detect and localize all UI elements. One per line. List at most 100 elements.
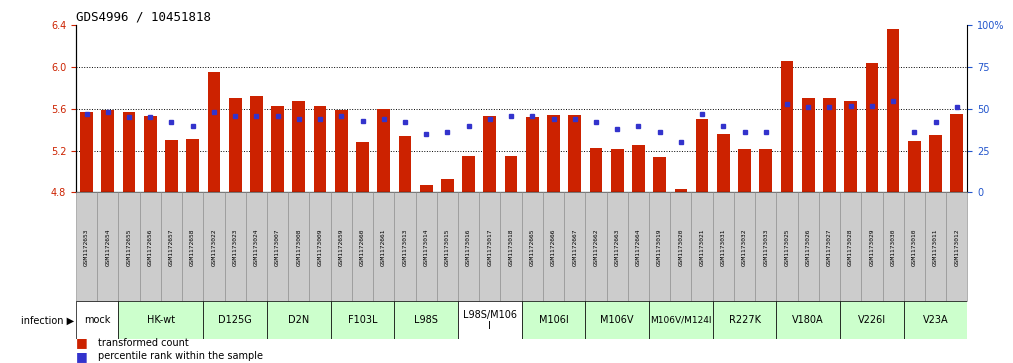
Text: F103L: F103L xyxy=(347,315,377,325)
Text: GSM1173029: GSM1173029 xyxy=(869,228,874,266)
Text: GSM1173030: GSM1173030 xyxy=(890,228,895,266)
Bar xyxy=(781,61,793,192)
Bar xyxy=(437,192,458,301)
Bar xyxy=(649,192,671,301)
Bar xyxy=(776,192,797,301)
Bar xyxy=(330,301,394,339)
Text: GSM1172658: GSM1172658 xyxy=(190,228,196,266)
Text: GSM1172654: GSM1172654 xyxy=(105,228,110,266)
Text: GSM1173011: GSM1173011 xyxy=(933,228,938,266)
Text: GSM1173015: GSM1173015 xyxy=(445,228,450,266)
Text: M106V/M124I: M106V/M124I xyxy=(650,316,711,325)
Bar xyxy=(547,115,560,192)
Bar xyxy=(289,192,309,301)
Text: GSM1173018: GSM1173018 xyxy=(509,228,514,266)
Text: GSM1172664: GSM1172664 xyxy=(636,228,641,266)
Bar xyxy=(458,192,479,301)
Bar xyxy=(500,192,522,301)
Text: M106V: M106V xyxy=(601,315,634,325)
Bar xyxy=(929,135,942,192)
Bar xyxy=(330,192,352,301)
Bar xyxy=(373,192,394,301)
Bar xyxy=(840,301,904,339)
Bar xyxy=(840,192,861,301)
Bar xyxy=(458,301,522,339)
Bar xyxy=(522,192,543,301)
Bar xyxy=(80,112,93,192)
Text: GSM1172660: GSM1172660 xyxy=(360,228,365,266)
Bar xyxy=(717,134,729,192)
Bar xyxy=(123,112,136,192)
Text: GSM1173025: GSM1173025 xyxy=(784,228,789,266)
Text: GSM1173017: GSM1173017 xyxy=(487,228,492,266)
Text: GSM1173008: GSM1173008 xyxy=(297,228,301,266)
Bar xyxy=(925,192,946,301)
Bar xyxy=(204,192,225,301)
Bar xyxy=(865,63,878,192)
Bar xyxy=(462,156,475,192)
Bar xyxy=(140,192,161,301)
Text: R227K: R227K xyxy=(728,315,761,325)
Bar xyxy=(309,192,330,301)
Bar xyxy=(611,148,624,192)
Text: GSM1173028: GSM1173028 xyxy=(848,228,853,266)
Text: GSM1173032: GSM1173032 xyxy=(743,228,747,266)
Bar xyxy=(946,192,967,301)
Text: GSM1173014: GSM1173014 xyxy=(423,228,428,266)
Text: HK-wt: HK-wt xyxy=(147,315,175,325)
Bar xyxy=(824,98,836,192)
Bar xyxy=(738,148,751,192)
Bar xyxy=(271,106,284,192)
Bar xyxy=(419,185,433,192)
Bar xyxy=(861,192,882,301)
Bar xyxy=(186,139,200,192)
Bar xyxy=(483,116,496,192)
Bar xyxy=(504,156,518,192)
Bar xyxy=(314,106,326,192)
Bar xyxy=(607,192,628,301)
Bar xyxy=(182,192,204,301)
Bar xyxy=(649,301,713,339)
Bar xyxy=(755,192,776,301)
Bar xyxy=(165,140,178,192)
Bar xyxy=(357,142,369,192)
Text: GSM1173009: GSM1173009 xyxy=(317,228,322,266)
Bar xyxy=(394,192,415,301)
Bar xyxy=(398,136,411,192)
Bar xyxy=(119,192,140,301)
Text: V226I: V226I xyxy=(858,315,886,325)
Text: GSM1172653: GSM1172653 xyxy=(84,228,89,266)
Bar xyxy=(293,101,305,192)
Bar xyxy=(204,301,267,339)
Bar xyxy=(208,72,220,192)
Text: GSM1173026: GSM1173026 xyxy=(805,228,810,266)
Bar xyxy=(267,192,289,301)
Bar xyxy=(246,192,267,301)
Bar xyxy=(586,301,649,339)
Text: GSM1173012: GSM1173012 xyxy=(954,228,959,266)
Bar xyxy=(97,192,119,301)
Bar xyxy=(713,301,776,339)
Bar xyxy=(632,146,645,192)
Bar xyxy=(819,192,840,301)
Bar xyxy=(144,116,157,192)
Text: GSM1173020: GSM1173020 xyxy=(679,228,684,266)
Bar xyxy=(675,189,687,192)
Text: transformed count: transformed count xyxy=(98,338,189,348)
Bar xyxy=(886,29,900,192)
Text: V23A: V23A xyxy=(923,315,948,325)
Text: GSM1173019: GSM1173019 xyxy=(657,228,663,266)
Bar xyxy=(564,192,586,301)
Text: GSM1173022: GSM1173022 xyxy=(212,228,217,266)
Text: D125G: D125G xyxy=(218,315,252,325)
Text: GSM1173033: GSM1173033 xyxy=(763,228,768,266)
Text: GSM1173023: GSM1173023 xyxy=(233,228,238,266)
Bar xyxy=(101,110,114,192)
Bar xyxy=(441,179,454,192)
Text: mock: mock xyxy=(84,315,110,325)
Text: L98S: L98S xyxy=(414,315,438,325)
Bar xyxy=(225,192,246,301)
Bar xyxy=(76,301,119,339)
Bar xyxy=(802,98,814,192)
Text: GSM1172666: GSM1172666 xyxy=(551,228,556,266)
